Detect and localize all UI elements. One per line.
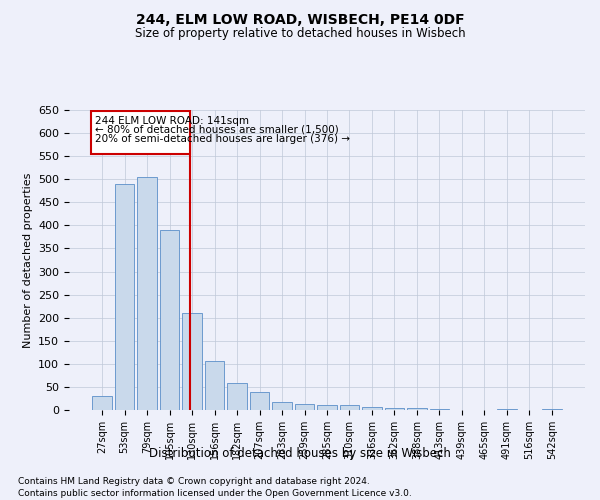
Bar (362, 407, 382, 410)
Text: 244, ELM LOW ROAD, WISBECH, PE14 0DF: 244, ELM LOW ROAD, WISBECH, PE14 0DF (136, 12, 464, 26)
Bar (272, 402, 292, 410)
Bar (497, 408, 517, 410)
Bar (205, 360, 224, 410)
Bar (430, 409, 449, 410)
Bar (92, 396, 112, 410)
Bar (295, 404, 314, 410)
Bar (115, 184, 134, 410)
Bar (182, 313, 202, 410)
Bar (407, 408, 427, 410)
Bar (227, 383, 247, 410)
Text: Size of property relative to detached houses in Wisbech: Size of property relative to detached ho… (134, 28, 466, 40)
Text: Distribution of detached houses by size in Wisbech: Distribution of detached houses by size … (149, 448, 451, 460)
Bar (91, 111, 190, 154)
Bar (385, 408, 404, 410)
Text: 20% of semi-detached houses are larger (376) →: 20% of semi-detached houses are larger (… (95, 134, 350, 144)
Bar (317, 406, 337, 410)
Bar (137, 177, 157, 410)
Text: Contains public sector information licensed under the Open Government Licence v3: Contains public sector information licen… (18, 489, 412, 498)
Text: 244 ELM LOW ROAD: 141sqm: 244 ELM LOW ROAD: 141sqm (95, 116, 248, 126)
Y-axis label: Number of detached properties: Number of detached properties (23, 172, 32, 348)
Text: ← 80% of detached houses are smaller (1,500): ← 80% of detached houses are smaller (1,… (95, 125, 338, 135)
Bar (542, 408, 562, 410)
Bar (160, 230, 179, 410)
Bar (250, 392, 269, 410)
Bar (340, 406, 359, 410)
Text: Contains HM Land Registry data © Crown copyright and database right 2024.: Contains HM Land Registry data © Crown c… (18, 478, 370, 486)
